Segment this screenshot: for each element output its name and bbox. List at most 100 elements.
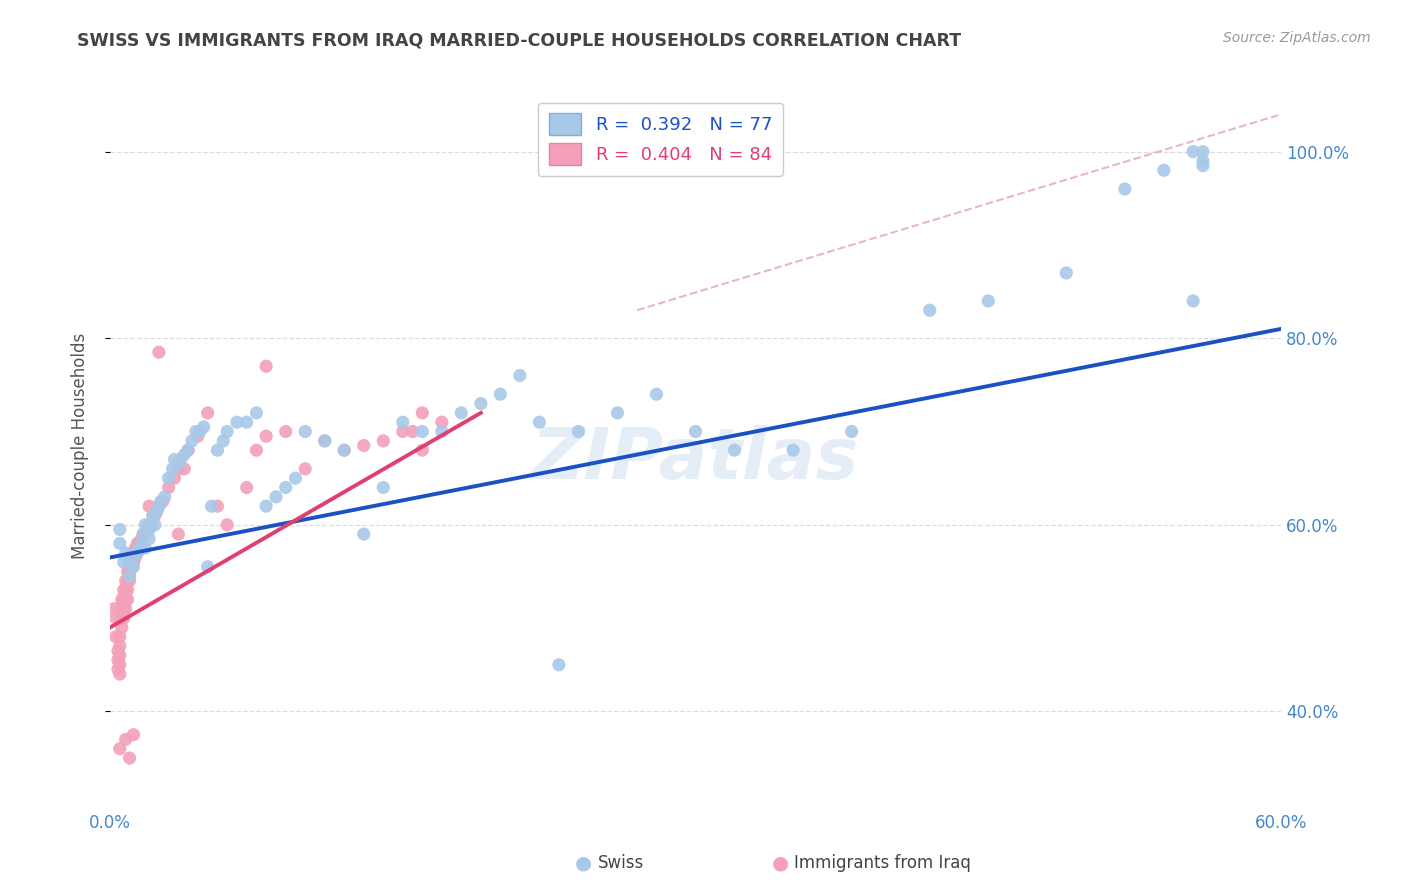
Point — [148, 499, 170, 513]
Point — [138, 499, 160, 513]
Point — [567, 425, 589, 439]
Point — [139, 517, 162, 532]
Point — [782, 443, 804, 458]
Point — [107, 662, 129, 676]
Point — [112, 611, 135, 625]
Point — [918, 303, 941, 318]
Point — [108, 523, 131, 537]
Point — [118, 565, 141, 579]
Point — [173, 462, 195, 476]
Point — [146, 504, 169, 518]
Point — [163, 452, 186, 467]
Point — [122, 728, 145, 742]
Point — [103, 601, 125, 615]
Point — [124, 550, 146, 565]
Point — [177, 443, 200, 458]
Point — [111, 611, 134, 625]
Point — [254, 429, 277, 443]
Point — [163, 471, 186, 485]
Point — [294, 462, 316, 476]
Point — [108, 630, 131, 644]
Point — [235, 481, 257, 495]
Point — [114, 601, 136, 615]
Point — [104, 630, 127, 644]
Point — [353, 438, 375, 452]
Point — [129, 536, 152, 550]
Point — [132, 527, 155, 541]
Point — [489, 387, 512, 401]
Text: Swiss: Swiss — [598, 855, 644, 872]
Point — [122, 559, 145, 574]
Point — [169, 452, 191, 467]
Point — [245, 406, 267, 420]
Point — [645, 387, 668, 401]
Point — [122, 546, 145, 560]
Point — [108, 657, 131, 672]
Point — [108, 536, 131, 550]
Point — [104, 611, 127, 625]
Text: SWISS VS IMMIGRANTS FROM IRAQ MARRIED-COUPLE HOUSEHOLDS CORRELATION CHART: SWISS VS IMMIGRANTS FROM IRAQ MARRIED-CO… — [77, 31, 962, 49]
Point — [430, 415, 453, 429]
Point — [200, 499, 222, 513]
Point — [411, 443, 433, 458]
Point — [111, 601, 134, 615]
Point — [217, 425, 239, 439]
Point — [124, 541, 146, 556]
Point — [118, 555, 141, 569]
Point — [162, 462, 184, 476]
Point — [127, 536, 149, 550]
Point — [254, 499, 277, 513]
Point — [138, 523, 160, 537]
Text: ●: ● — [772, 854, 789, 872]
Point — [274, 425, 297, 439]
Point — [167, 457, 190, 471]
Point — [430, 425, 453, 439]
Point — [1192, 159, 1215, 173]
Point — [188, 425, 211, 439]
Point — [128, 541, 150, 556]
Point — [1192, 153, 1215, 168]
Point — [685, 425, 707, 439]
Point — [108, 639, 131, 653]
Point — [1182, 293, 1205, 308]
Point — [723, 443, 745, 458]
Point — [1114, 182, 1136, 196]
Point — [118, 751, 141, 765]
Point — [107, 644, 129, 658]
Point — [411, 406, 433, 420]
Point — [1153, 163, 1175, 178]
Point — [264, 490, 287, 504]
Point — [148, 345, 170, 359]
Point — [138, 517, 160, 532]
Point — [117, 565, 139, 579]
Point — [509, 368, 531, 383]
Y-axis label: Married-couple Households: Married-couple Households — [72, 333, 89, 558]
Point — [177, 443, 200, 458]
Text: ●: ● — [575, 854, 592, 872]
Point — [134, 517, 156, 532]
Point — [112, 583, 135, 598]
Point — [606, 406, 628, 420]
Point — [373, 434, 395, 448]
Point — [314, 434, 336, 448]
Point — [207, 499, 229, 513]
Point — [152, 494, 174, 508]
Point — [117, 592, 139, 607]
Point — [173, 448, 195, 462]
Point — [207, 443, 229, 458]
Point — [128, 541, 150, 556]
Point — [226, 415, 249, 429]
Point — [121, 555, 143, 569]
Point — [217, 517, 239, 532]
Point — [184, 425, 207, 439]
Point — [411, 425, 433, 439]
Point — [121, 559, 143, 574]
Point — [134, 541, 156, 556]
Point — [118, 550, 141, 565]
Point — [122, 550, 145, 565]
Point — [212, 434, 235, 448]
Point — [117, 583, 139, 598]
Point — [1182, 145, 1205, 159]
Point — [134, 527, 156, 541]
Point — [274, 481, 297, 495]
